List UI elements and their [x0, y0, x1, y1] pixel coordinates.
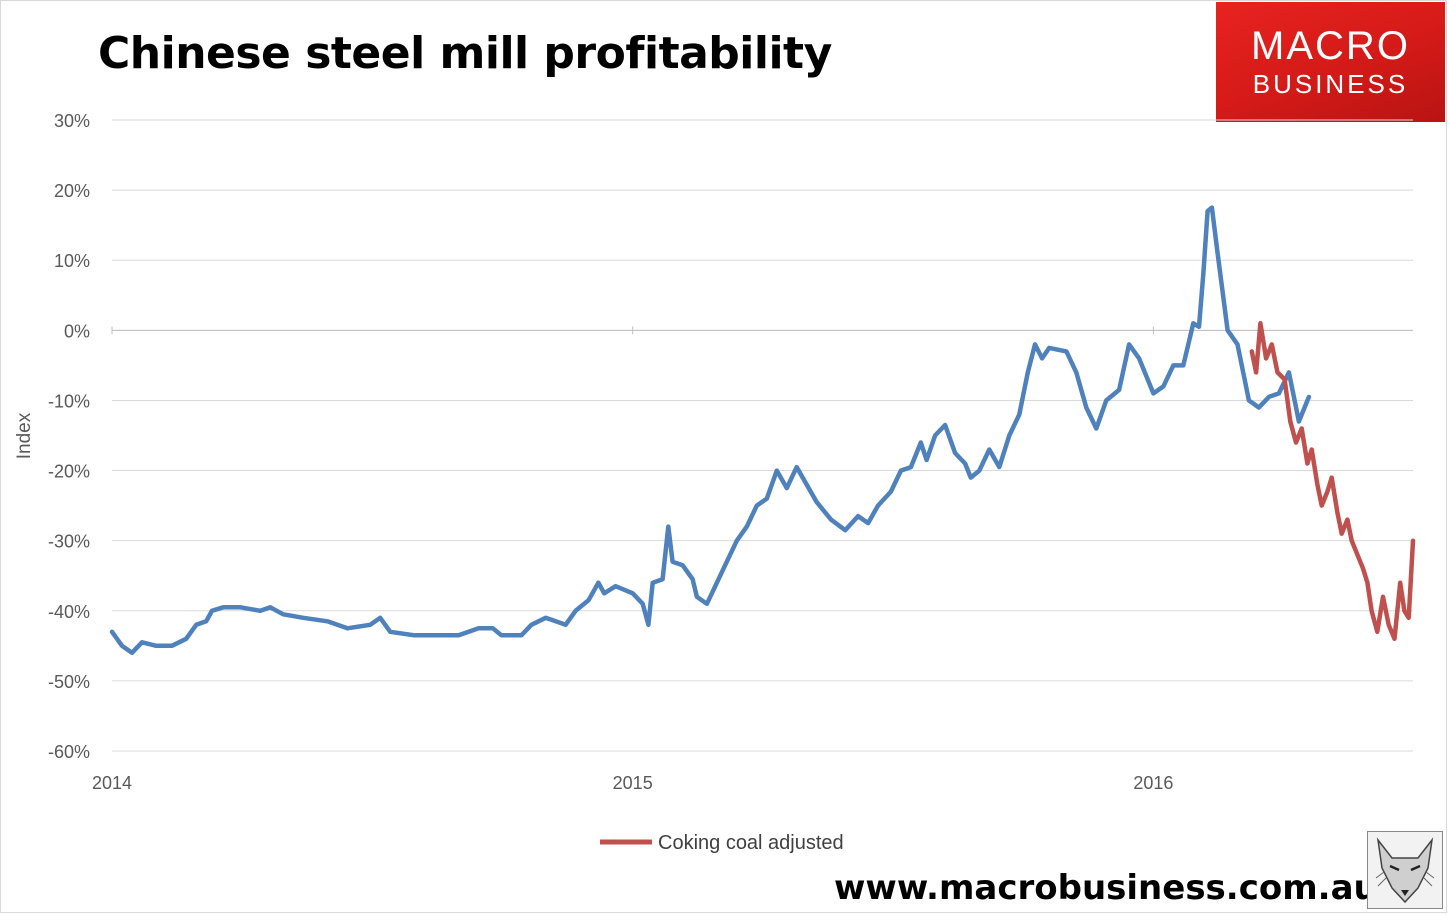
- chart-title: Chinese steel mill profitability: [98, 28, 832, 79]
- y-tick-label: 20%: [54, 181, 90, 201]
- legend: Coking coal adjusted: [600, 832, 844, 854]
- fox-logo-image: [1367, 831, 1443, 909]
- website-url: www.macrobusiness.com.au: [834, 868, 1378, 908]
- y-axis-label: Index: [14, 412, 35, 459]
- legend-label-coking-coal: Coking coal adjusted: [658, 832, 844, 854]
- y-tick-label: -20%: [48, 462, 90, 482]
- x-tick-label: 2015: [613, 773, 653, 793]
- y-tick-label: -10%: [48, 391, 90, 411]
- logo-line-1: MACRO: [1251, 24, 1410, 68]
- y-tick-label: 10%: [54, 251, 90, 271]
- y-tick-label: -30%: [48, 532, 90, 552]
- y-axis-ticks: 30% 20% 10% 0% -10% -20% -30% -40% -50% -60%: [48, 111, 90, 762]
- x-tick-label: 2014: [92, 773, 132, 793]
- y-tick-label: -40%: [48, 602, 90, 622]
- series-lines: [109, 205, 1416, 656]
- y-tick-label: -50%: [48, 672, 90, 692]
- series-line-profitability: [109, 205, 1312, 656]
- y-tick-label: 0%: [64, 321, 90, 341]
- logo-line-2: BUSINESS: [1252, 69, 1409, 99]
- macrobusiness-logo: MACRO BUSINESS: [1216, 2, 1445, 122]
- fox-icon: [1375, 837, 1435, 904]
- series-line-coking-coal-adjusted: [1249, 321, 1416, 642]
- y-tick-label: -60%: [48, 742, 90, 762]
- x-tick-label: 2016: [1133, 773, 1173, 793]
- y-tick-label: 30%: [54, 111, 90, 131]
- gridlines: [112, 119, 1413, 752]
- x-axis-ticks: 2014 2015 2016: [92, 326, 1173, 793]
